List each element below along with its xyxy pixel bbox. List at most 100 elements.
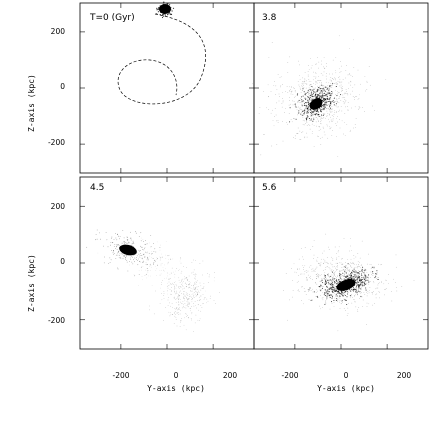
particle xyxy=(323,114,325,115)
particle xyxy=(325,81,327,83)
particle xyxy=(337,269,338,270)
particle xyxy=(292,93,294,95)
particle xyxy=(112,252,114,254)
particle xyxy=(335,82,337,84)
particle xyxy=(186,286,188,288)
particle xyxy=(325,282,327,284)
particle xyxy=(367,292,369,294)
particle xyxy=(311,118,313,119)
particle xyxy=(335,123,337,125)
particle xyxy=(179,294,180,296)
particle xyxy=(347,102,349,103)
particle xyxy=(137,260,138,261)
particle xyxy=(386,279,387,281)
particle xyxy=(160,11,162,13)
particle xyxy=(351,274,353,275)
particle xyxy=(314,282,316,283)
particle xyxy=(313,254,315,256)
particle xyxy=(176,290,177,292)
particle xyxy=(339,274,341,276)
particle xyxy=(270,112,272,114)
particle xyxy=(377,276,379,278)
particle xyxy=(377,284,379,286)
particle xyxy=(356,282,358,284)
particle xyxy=(193,331,194,332)
particle xyxy=(308,79,310,80)
particle xyxy=(122,258,124,260)
particle xyxy=(183,278,185,280)
particle xyxy=(326,94,328,96)
particle xyxy=(174,288,176,290)
particle xyxy=(176,307,178,309)
particle xyxy=(344,266,345,267)
particle xyxy=(340,106,342,108)
particle xyxy=(350,265,351,266)
particle xyxy=(126,260,128,261)
particle xyxy=(357,272,359,274)
particle xyxy=(115,258,117,259)
particle xyxy=(149,305,150,307)
particle xyxy=(322,106,324,108)
particle xyxy=(353,286,354,288)
particle xyxy=(201,307,203,308)
particle xyxy=(185,304,187,306)
particle xyxy=(178,308,179,309)
particle xyxy=(368,303,370,305)
particle xyxy=(184,303,186,304)
particle xyxy=(313,71,314,73)
particle xyxy=(183,324,185,326)
particle xyxy=(366,302,368,304)
particle xyxy=(310,84,311,86)
particle xyxy=(268,96,269,97)
particle xyxy=(310,97,312,99)
particle xyxy=(326,257,328,258)
particle xyxy=(337,93,339,95)
particle xyxy=(147,256,148,258)
particle xyxy=(180,301,182,303)
particle xyxy=(146,252,148,254)
particle xyxy=(333,116,334,118)
particle xyxy=(324,292,326,294)
particle xyxy=(331,77,333,79)
particle xyxy=(170,284,171,285)
y-tick-label: -200 xyxy=(48,138,65,147)
particle xyxy=(315,292,317,293)
particle xyxy=(345,277,347,279)
particle xyxy=(309,125,311,126)
particle xyxy=(137,264,139,266)
particle xyxy=(280,86,281,88)
particle xyxy=(181,270,183,272)
particle xyxy=(167,255,169,257)
particle xyxy=(200,299,202,300)
particle xyxy=(330,295,332,296)
particle xyxy=(309,287,311,289)
particle xyxy=(358,109,359,110)
particle xyxy=(322,282,324,284)
particle xyxy=(336,106,338,108)
particle xyxy=(161,299,163,301)
particle xyxy=(341,264,342,266)
particle xyxy=(394,282,396,283)
particle xyxy=(352,271,354,272)
particle xyxy=(362,306,364,308)
particle xyxy=(298,112,300,114)
particle xyxy=(165,307,166,308)
particle xyxy=(294,118,296,120)
particle xyxy=(169,273,171,275)
particle xyxy=(372,273,374,274)
particle xyxy=(338,292,340,294)
particle xyxy=(356,294,358,296)
particle xyxy=(356,279,358,281)
particle xyxy=(109,257,111,259)
particle xyxy=(329,268,331,270)
particle xyxy=(185,297,187,298)
particle xyxy=(332,287,334,289)
particle xyxy=(339,270,341,272)
particle xyxy=(332,120,334,122)
particle xyxy=(357,281,359,283)
particle xyxy=(324,103,326,105)
particle xyxy=(316,295,318,297)
particle xyxy=(155,251,157,253)
particle xyxy=(182,280,184,282)
particle xyxy=(357,261,359,263)
